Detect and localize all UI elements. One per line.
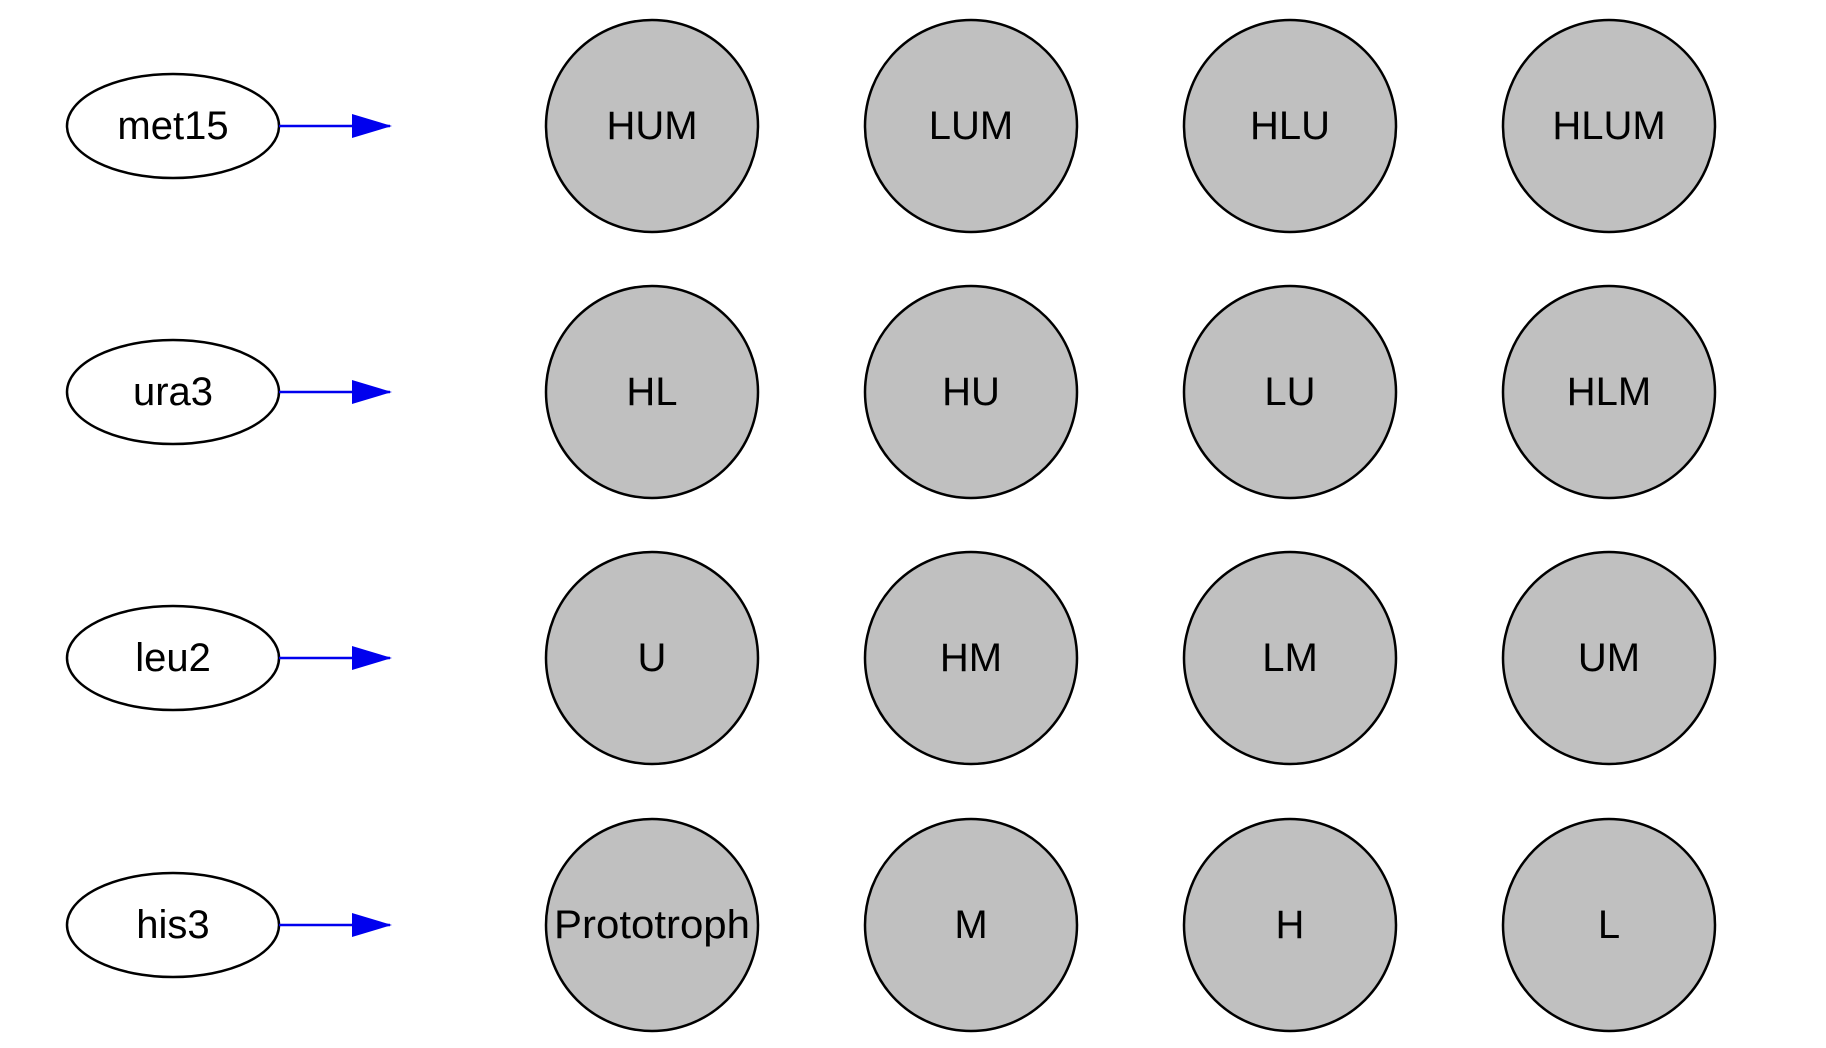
strain-node-hm: HM <box>863 550 1079 766</box>
strain-label: H <box>1276 903 1305 947</box>
strain-node-hlm: HLM <box>1501 284 1717 500</box>
strain-label: HLUM <box>1552 104 1665 148</box>
strain-node-hu: HU <box>863 284 1079 500</box>
strain-label: M <box>954 903 987 947</box>
strain-node-h: H <box>1182 817 1398 1033</box>
strain-node-um: UM <box>1501 550 1717 766</box>
strain-node-prototroph: Prototroph <box>544 817 760 1033</box>
strain-circle <box>544 817 760 1033</box>
gene-label: his3 <box>136 903 209 947</box>
strain-circle <box>1501 817 1717 1033</box>
gene-node-met15: met15 <box>65 72 281 180</box>
strain-circle <box>1182 18 1398 234</box>
strain-node-hlum: HLUM <box>1501 18 1717 234</box>
strain-label: HLM <box>1567 370 1651 414</box>
strain-label: LUM <box>929 104 1013 148</box>
gene-label: met15 <box>117 104 228 148</box>
strain-node-m: M <box>863 817 1079 1033</box>
strain-circle <box>544 18 760 234</box>
strain-node-hl: HL <box>544 284 760 500</box>
gene-label: ura3 <box>133 370 213 414</box>
strain-node-lm: LM <box>1182 550 1398 766</box>
strain-circle <box>1501 284 1717 500</box>
strain-label: HLU <box>1250 104 1330 148</box>
gene-label: leu2 <box>135 636 211 680</box>
strain-label: HL <box>626 370 677 414</box>
strain-label: LU <box>1264 370 1315 414</box>
strain-node-hum: HUM <box>544 18 760 234</box>
gene-node-leu2: leu2 <box>65 604 281 712</box>
strain-circle <box>863 550 1079 766</box>
strain-label: HM <box>940 636 1002 680</box>
strain-circle <box>1182 284 1398 500</box>
strain-label: Prototroph <box>554 903 750 947</box>
strain-circle <box>1501 550 1717 766</box>
gene-node-his3: his3 <box>65 871 281 979</box>
strain-node-hlu: HLU <box>1182 18 1398 234</box>
strain-circle <box>544 284 760 500</box>
strain-circle <box>1182 550 1398 766</box>
strain-label: U <box>638 636 667 680</box>
strain-node-u: U <box>544 550 760 766</box>
strain-label: UM <box>1578 636 1640 680</box>
strain-circle <box>863 284 1079 500</box>
strain-node-lu: LU <box>1182 284 1398 500</box>
strain-circle <box>863 18 1079 234</box>
strain-circle <box>1501 18 1717 234</box>
strain-node-l: L <box>1501 817 1717 1033</box>
strain-circle <box>544 550 760 766</box>
strain-node-lum: LUM <box>863 18 1079 234</box>
strain-label: HUM <box>606 104 697 148</box>
strain-label: LM <box>1262 636 1318 680</box>
strain-label: HU <box>942 370 1000 414</box>
strain-label: L <box>1598 903 1620 947</box>
strain-circle <box>1182 817 1398 1033</box>
gene-node-ura3: ura3 <box>65 338 281 446</box>
strain-circle <box>863 817 1079 1033</box>
